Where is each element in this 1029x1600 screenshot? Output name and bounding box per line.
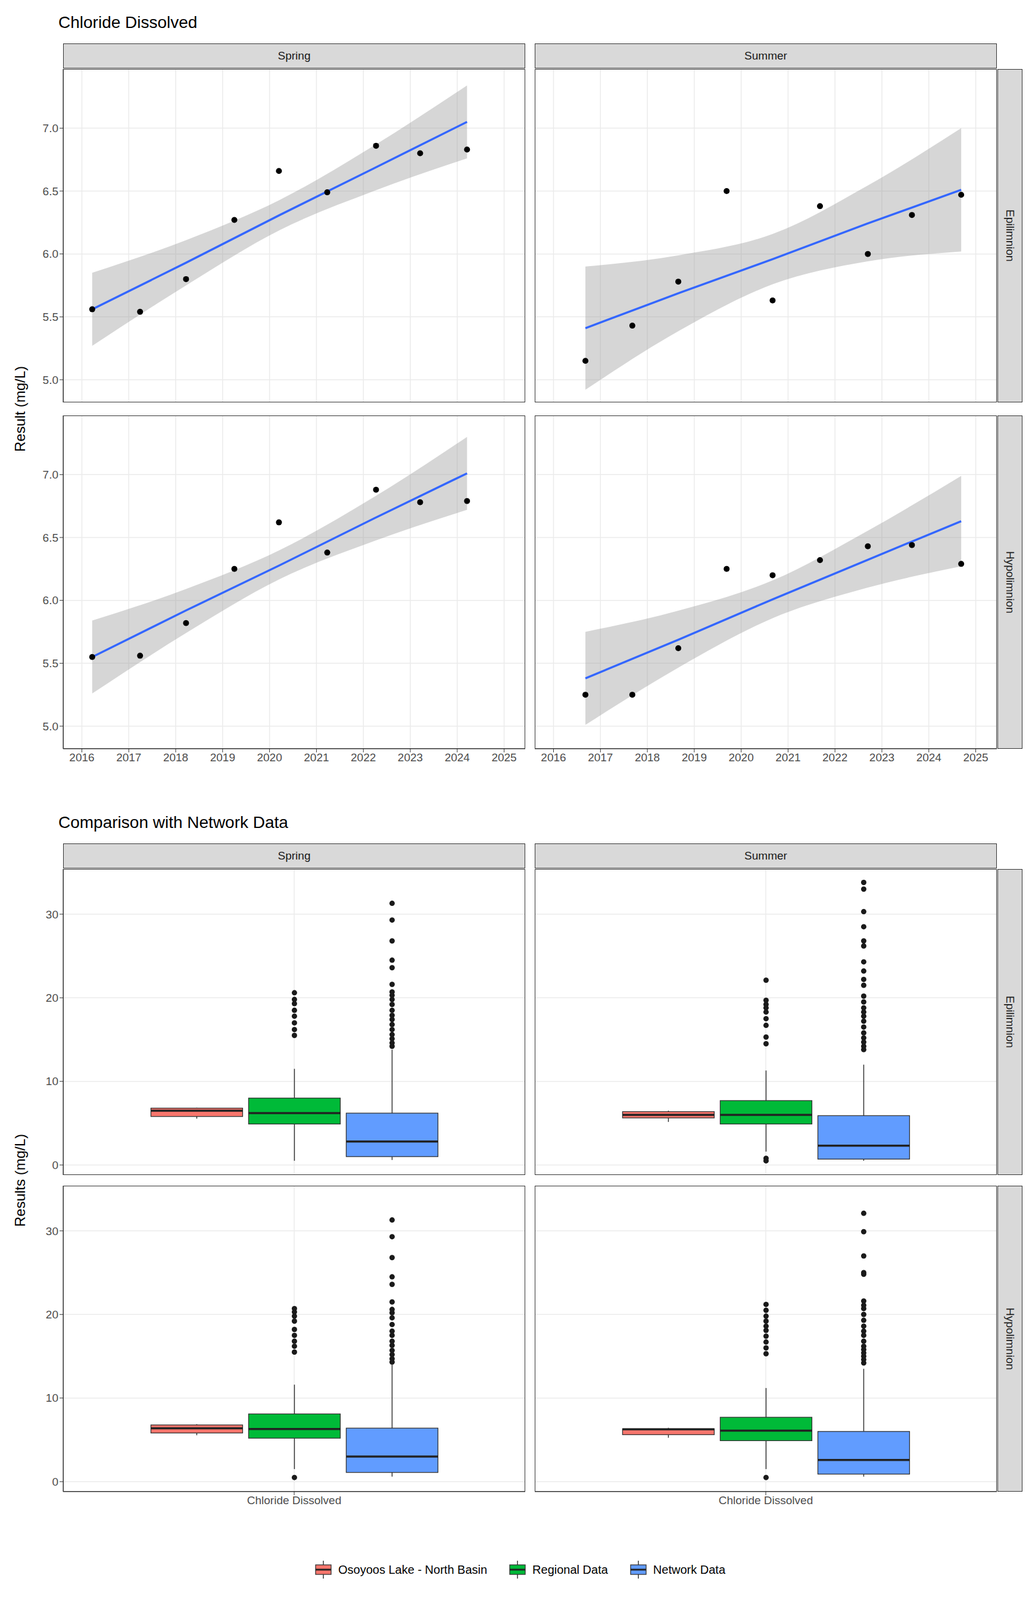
svg-text:7.0: 7.0 xyxy=(42,468,59,482)
svg-text:2023: 2023 xyxy=(869,751,895,765)
svg-text:10: 10 xyxy=(45,1075,59,1088)
svg-text:2023: 2023 xyxy=(397,751,423,765)
html-text:Network Data: Network Data xyxy=(653,1563,726,1577)
html-text:Spring: Spring xyxy=(277,849,311,863)
svg-text:2024: 2024 xyxy=(916,751,943,765)
svg-text:2019: 2019 xyxy=(210,751,236,765)
svg-text:5.5: 5.5 xyxy=(42,657,59,670)
html-text:Results (mg/L): Results (mg/L) xyxy=(11,1134,28,1228)
svg-text:2021: 2021 xyxy=(775,751,801,765)
svg-text:20: 20 xyxy=(45,1308,59,1322)
html-text:Epilimnion: Epilimnion xyxy=(1003,996,1017,1049)
svg-text:2022: 2022 xyxy=(822,751,848,765)
svg-text:2020: 2020 xyxy=(256,751,282,765)
svg-text:5.5: 5.5 xyxy=(42,310,59,324)
svg-text:6.5: 6.5 xyxy=(42,185,59,198)
svg-text:6.5: 6.5 xyxy=(42,531,59,545)
html-text:Epilimnion: Epilimnion xyxy=(1003,209,1017,262)
html-text:Chloride Dissolved: Chloride Dissolved xyxy=(58,13,198,32)
svg-text:2021: 2021 xyxy=(303,751,329,765)
html-text:Result (mg/L): Result (mg/L) xyxy=(11,366,28,452)
html-text:Spring: Spring xyxy=(277,49,311,62)
svg-text:2016: 2016 xyxy=(69,751,95,765)
svg-text:6.0: 6.0 xyxy=(42,247,59,261)
svg-text:30: 30 xyxy=(45,1225,59,1239)
svg-text:2017: 2017 xyxy=(116,751,142,765)
html-text:Hypolimnion: Hypolimnion xyxy=(1003,551,1017,614)
svg-text:20: 20 xyxy=(45,992,59,1005)
svg-text:2018: 2018 xyxy=(634,751,660,765)
svg-text:0: 0 xyxy=(51,1476,59,1489)
svg-text:10: 10 xyxy=(45,1392,59,1405)
html-text:Osoyoos Lake - North Basin: Osoyoos Lake - North Basin xyxy=(338,1563,488,1577)
svg-text:2016: 2016 xyxy=(540,751,566,765)
svg-text:0: 0 xyxy=(51,1159,59,1172)
html-text:Comparison with Network Data: Comparison with Network Data xyxy=(58,813,289,832)
svg-text:2022: 2022 xyxy=(350,751,376,765)
svg-text:30: 30 xyxy=(45,908,59,922)
html-text:Summer: Summer xyxy=(744,49,788,62)
svg-text:2019: 2019 xyxy=(681,751,707,765)
svg-text:2025: 2025 xyxy=(962,751,988,765)
svg-text:Chloride Dissolved: Chloride Dissolved xyxy=(247,1494,342,1508)
svg-text:7.0: 7.0 xyxy=(42,122,59,135)
svg-text:2020: 2020 xyxy=(728,751,754,765)
html-text:Hypolimnion: Hypolimnion xyxy=(1003,1308,1017,1371)
svg-text:2025: 2025 xyxy=(491,751,517,765)
svg-text:6.0: 6.0 xyxy=(42,594,59,607)
svg-text:5.0: 5.0 xyxy=(42,720,59,734)
svg-text:5.0: 5.0 xyxy=(42,373,59,387)
svg-text:2017: 2017 xyxy=(587,751,613,765)
html-text:Summer: Summer xyxy=(744,849,788,863)
svg-text:2018: 2018 xyxy=(163,751,189,765)
svg-text:Chloride Dissolved: Chloride Dissolved xyxy=(718,1494,813,1508)
html-text:Regional Data: Regional Data xyxy=(532,1563,608,1577)
svg-text:2024: 2024 xyxy=(444,751,471,765)
